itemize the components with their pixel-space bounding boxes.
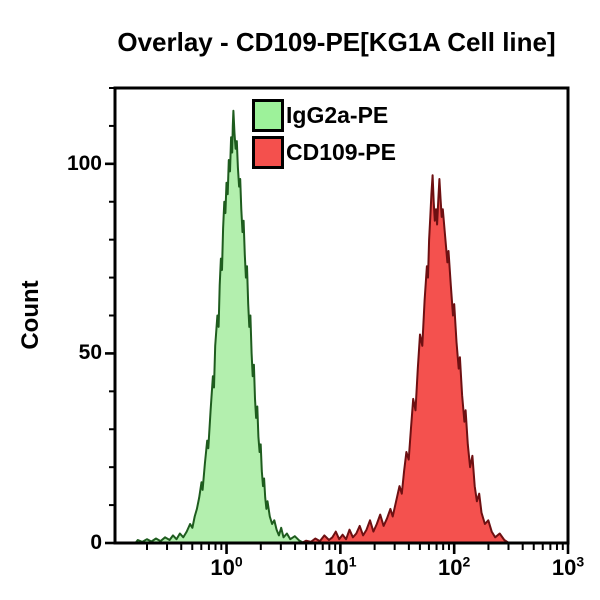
chart-title: Overlay - CD109-PE[KG1A Cell line] [117, 27, 556, 57]
legend-label-igg2a: IgG2a-PE [286, 102, 389, 128]
y-tick-label-50: 50 [78, 341, 102, 365]
y-tick-label-100: 100 [66, 151, 102, 175]
x-tick-label-10e1: 101 [324, 553, 357, 580]
x-tick-label-10e3: 103 [551, 553, 585, 580]
legend-item-cd109: CD109-PE [252, 136, 396, 169]
plot-border [113, 86, 570, 545]
legend-label-cd109: CD109-PE [286, 139, 396, 165]
histogram-cd109-pe [300, 174, 510, 544]
x-tick-label-10e2: 102 [438, 553, 471, 580]
legend-swatch-igg2a-green [252, 99, 284, 132]
legend-swatch-cd109-red [252, 136, 284, 169]
y-tick-label-0: 0 [90, 531, 102, 554]
legend-item-igg2a: IgG2a-PE [252, 99, 396, 132]
histogram-igg2a-pe [114, 109, 305, 544]
legend: IgG2a-PE CD109-PE [252, 99, 396, 173]
x-tick-label-10e0: 100 [210, 553, 243, 580]
